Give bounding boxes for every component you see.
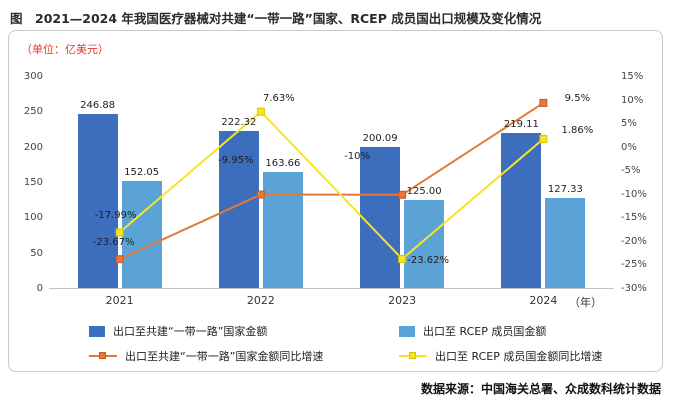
bar-rcep — [121, 180, 162, 288]
right-axis-tick-label: -10% — [621, 188, 647, 200]
right-axis-tick-label: -30% — [621, 283, 647, 294]
legend-item: 出口至 RCEP 成员国金额 — [399, 323, 546, 339]
bar-rcep — [545, 198, 586, 288]
bar-value-label: 200.09 — [362, 132, 398, 144]
x-axis-tick-label: 2021 — [105, 294, 134, 307]
legend-label: 出口至 RCEP 成员国金额 — [423, 325, 547, 338]
right-axis-tick-label: 10% — [621, 94, 644, 106]
legend-line-marker — [99, 352, 106, 359]
growth-value-label: -9.95% — [218, 154, 254, 166]
line-marker — [115, 255, 124, 264]
bar-value-label: 152.05 — [124, 166, 160, 178]
belt-road-growth-line — [119, 102, 544, 261]
x-axis-tick-label: 2024 — [529, 294, 558, 307]
legend-label: 出口至共建“一带一路”国家金额同比增速 — [125, 350, 324, 363]
growth-value-label: -10% — [344, 150, 371, 162]
source-note: 数据来源：中国海关总署、众成数科统计数据 — [420, 382, 661, 396]
bar-value-label: 125.00 — [406, 185, 442, 197]
plot-area: 246.88 222.32 200.09 219.11 152.05 163.66 125.… — [49, 77, 614, 289]
right-axis-tick-label: -15% — [621, 212, 647, 224]
bar-belt-road — [77, 113, 118, 288]
bar-value-label: 163.66 — [265, 158, 301, 170]
right-axis-tick-label: -5% — [621, 165, 641, 177]
growth-value-label: -23.62% — [407, 254, 449, 266]
legend-label: 出口至 RCEP 成员国金额同比增速 — [435, 350, 603, 363]
legend-label: 出口至共建“一带一路”国家金额 — [113, 325, 268, 338]
growth-value-label: 1.86% — [561, 124, 594, 136]
bar-belt-road — [501, 133, 542, 288]
chart-panel: （单位：亿美元） 246.88 222.32 200.09 219.11 152.05 1… — [8, 30, 663, 372]
line-layer — [115, 98, 548, 264]
bar-value-label: 222.32 — [221, 116, 257, 128]
x-axis-tick-label: 2022 — [246, 294, 275, 307]
line-marker — [539, 134, 548, 143]
legend-line-swatch — [89, 352, 117, 361]
rcep-growth-line — [118, 110, 545, 261]
bar-belt-road — [360, 146, 401, 288]
left-axis-tick-label: 0 — [36, 283, 43, 294]
bar-belt-road — [218, 130, 259, 288]
line-marker — [256, 190, 265, 199]
legend-line-marker — [409, 352, 416, 359]
figure-title: 图 2021—2024 年我国医疗器械对共建“一带一路”国家、RCEP 成员国出… — [10, 11, 542, 26]
line-marker — [398, 254, 407, 263]
legend-bar-swatch — [399, 325, 415, 337]
line-marker — [115, 228, 124, 237]
x-axis-unit-label: （年） — [569, 296, 602, 309]
right-axis-tick-label: -25% — [621, 259, 647, 271]
left-axis-tick-label: 200 — [23, 141, 43, 153]
line-marker — [398, 190, 407, 199]
growth-value-label: 7.63% — [262, 92, 295, 104]
growth-value-label: -23.67% — [92, 237, 135, 249]
left-axis-tick-label: 250 — [23, 106, 43, 118]
bar-value-label: 127.33 — [547, 184, 583, 196]
left-axis-tick-label: 100 — [23, 212, 43, 224]
growth-value-label: 9.5% — [564, 92, 591, 104]
line-marker — [256, 107, 265, 116]
legend-item: 出口至 RCEP 成员国金额同比增速 — [399, 348, 602, 364]
legend-line-swatch — [399, 352, 427, 361]
bar-value-label: 246.88 — [80, 99, 116, 111]
left-axis-tick-label: 300 — [23, 71, 43, 82]
left-axis-tick-label: 50 — [30, 247, 43, 259]
legend-bar-swatch — [89, 325, 105, 337]
legend-item: 出口至共建“一带一路”国家金额同比增速 — [89, 348, 323, 364]
unit-note: （单位：亿美元） — [21, 43, 109, 56]
x-axis-tick-label: 2023 — [388, 294, 417, 307]
bar-value-label: 219.11 — [503, 119, 539, 131]
bar-rcep — [262, 172, 303, 288]
right-axis-tick-label: 0% — [621, 141, 637, 153]
right-axis-tick-label: 5% — [621, 118, 637, 130]
right-axis-tick-label: 15% — [621, 71, 644, 82]
bar-rcep — [404, 199, 445, 288]
left-axis-tick-label: 150 — [23, 177, 43, 188]
legend-item: 出口至共建“一带一路”国家金额 — [89, 323, 267, 339]
growth-value-label: -17.99% — [94, 210, 137, 222]
line-marker — [539, 98, 548, 107]
right-axis-tick-label: -20% — [621, 235, 647, 247]
